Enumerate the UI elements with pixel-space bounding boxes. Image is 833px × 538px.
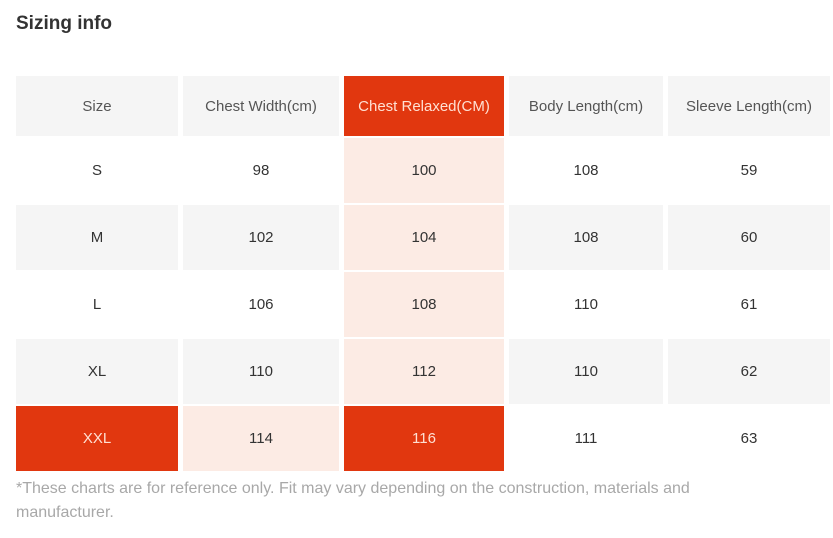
value-cell-xxl-chest-relaxed-cm: 116: [344, 406, 504, 471]
page-title: Sizing info: [16, 13, 113, 34]
value-cell-m-sleeve-length-cm: 60: [668, 205, 830, 270]
header-cell-sleeve-length-cm: Sleeve Length(cm): [668, 76, 830, 136]
value-cell-xl-chest-relaxed-cm: 112: [344, 339, 504, 404]
value-cell-l-chest-width-cm: 106: [183, 272, 339, 337]
value-cell-l-sleeve-length-cm: 61: [668, 272, 830, 337]
size-cell-xxl: XXL: [16, 406, 178, 471]
value-cell-l-chest-relaxed-cm: 108: [344, 272, 504, 337]
size-cell-m: M: [16, 205, 178, 270]
value-cell-s-sleeve-length-cm: 59: [668, 138, 830, 203]
sizing-table: Size Chest Width(cm) Chest Relaxed(CM) Body…: [16, 76, 830, 471]
size-cell-l: L: [16, 272, 178, 337]
value-cell-xxl-chest-width-cm: 114: [183, 406, 339, 471]
value-cell-m-chest-relaxed-cm: 104: [344, 205, 504, 270]
value-cell-s-chest-width-cm: 98: [183, 138, 339, 203]
value-cell-xl-body-length-cm: 110: [509, 339, 663, 404]
value-cell-s-chest-relaxed-cm: 100: [344, 138, 504, 203]
value-cell-m-chest-width-cm: 102: [183, 205, 339, 270]
header-cell-chest-width-cm: Chest Width(cm): [183, 76, 339, 136]
header-cell-chest-relaxed-cm: Chest Relaxed(CM): [344, 76, 504, 136]
value-cell-s-body-length-cm: 108: [509, 138, 663, 203]
value-cell-xl-chest-width-cm: 110: [183, 339, 339, 404]
value-cell-l-body-length-cm: 110: [509, 272, 663, 337]
value-cell-xl-sleeve-length-cm: 62: [668, 339, 830, 404]
header-cell-body-length-cm: Body Length(cm): [509, 76, 663, 136]
value-cell-m-body-length-cm: 108: [509, 205, 663, 270]
value-cell-xxl-sleeve-length-cm: 63: [668, 406, 830, 471]
size-cell-xl: XL: [16, 339, 178, 404]
header-cell-size: Size: [16, 76, 178, 136]
size-cell-s: S: [16, 138, 178, 203]
value-cell-xxl-body-length-cm: 111: [509, 406, 663, 471]
sizing-footnote: *These charts are for reference only. Fi…: [16, 480, 690, 521]
